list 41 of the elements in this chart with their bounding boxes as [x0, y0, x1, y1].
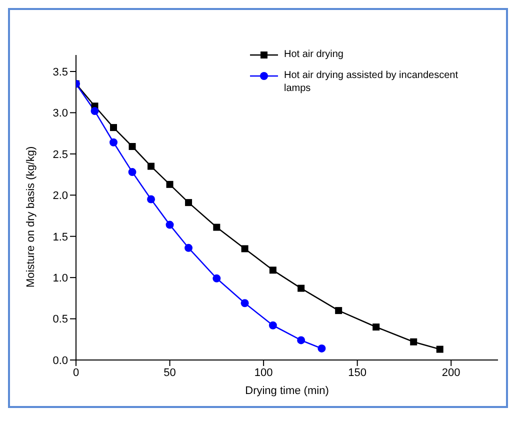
point: [297, 336, 306, 344]
y-tick-label: 1.5: [52, 231, 68, 244]
point: [240, 299, 249, 308]
point: [166, 220, 174, 229]
y-tick-label: 0.5: [52, 314, 68, 326]
point: [128, 168, 136, 176]
point: [148, 162, 155, 170]
x-tick-label: 200: [442, 366, 460, 379]
point: [184, 244, 193, 252]
y-tick-label: 3.0: [52, 108, 68, 120]
point: [436, 346, 444, 353]
y-tick-label: 2.5: [52, 148, 68, 161]
y-tick-label: 0.0: [52, 354, 68, 367]
y-tick-label: 1.0: [52, 272, 68, 284]
point: [185, 199, 192, 206]
point: [268, 321, 277, 330]
point: [318, 344, 326, 352]
legend-label: Hot air drying assisted by incandescent lamps: [284, 69, 459, 95]
point: [241, 245, 248, 252]
point: [166, 180, 174, 188]
y-axis-title: Moisture on dry basis (kg/kg): [24, 146, 37, 288]
x-tick-label: 150: [348, 366, 367, 379]
y-tick-label: 3.5: [52, 66, 68, 78]
x-tick-label: 100: [254, 366, 273, 379]
point: [128, 143, 136, 150]
point: [213, 224, 220, 231]
legend-label: Hot air drying: [284, 48, 344, 61]
y-tick-label: 2.0: [52, 190, 68, 202]
point: [110, 138, 118, 146]
x-tick-label: 50: [164, 366, 176, 379]
point: [269, 266, 276, 274]
point: [147, 195, 156, 204]
point: [298, 284, 305, 292]
point: [372, 324, 380, 331]
x-axis-title: Drying time (min): [245, 385, 329, 397]
point: [410, 338, 418, 346]
x-tick-label: 0: [72, 366, 80, 379]
point: [212, 274, 221, 282]
point: [335, 307, 342, 314]
point: [90, 107, 99, 116]
point: [110, 124, 118, 132]
